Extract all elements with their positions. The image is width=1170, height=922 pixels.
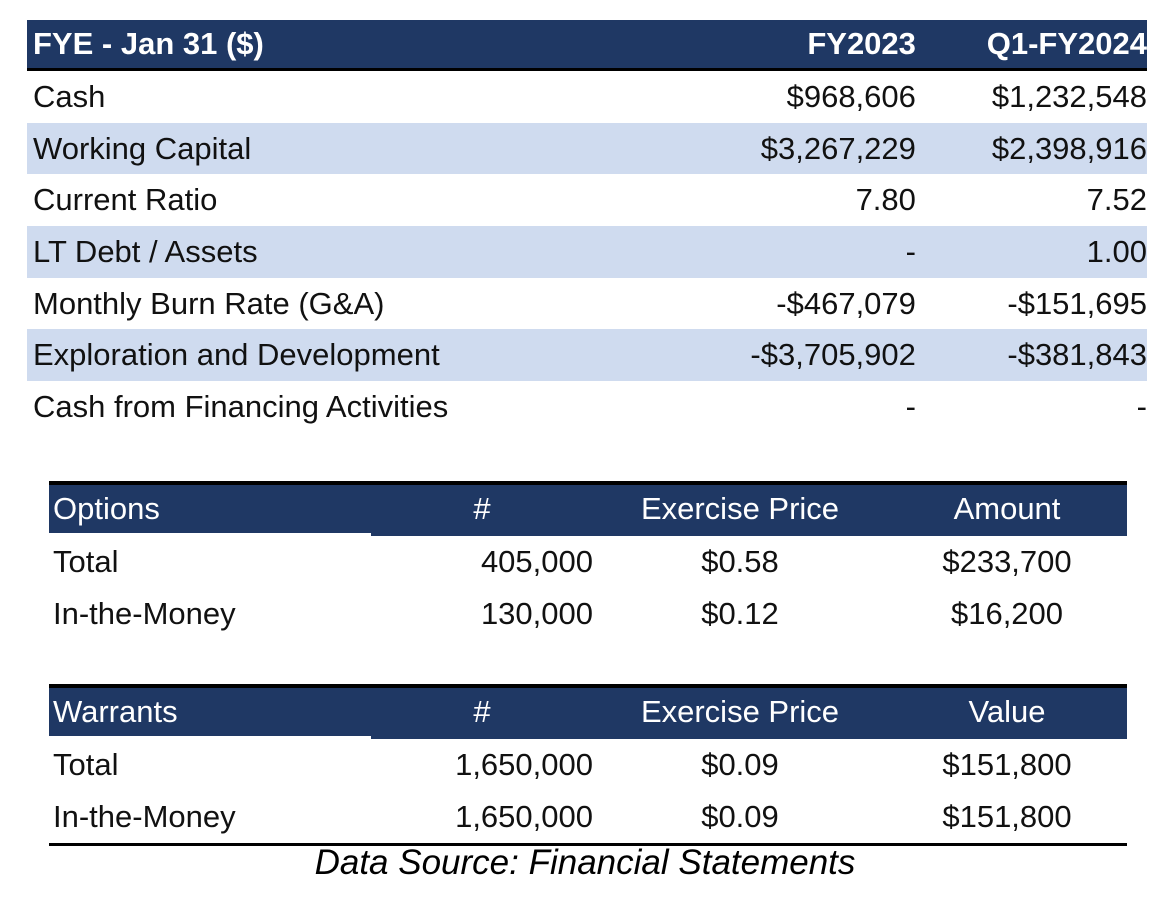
fy2023-value: $968,606 [786, 78, 916, 114]
row-label: In-the-Money [53, 596, 236, 631]
options-header-label: Options [53, 491, 160, 526]
options-header-row: Options # Exercise Price Amount [49, 485, 1127, 533]
table-row: Total 1,650,000 $0.09 $151,800 [49, 739, 1127, 791]
data-source-caption: Data Source: Financial Statements [314, 843, 856, 882]
q1fy2024-value: - [1136, 388, 1147, 424]
q1fy2024-value: -$381,843 [1007, 337, 1147, 373]
table-row: Working Capital $3,267,229 $2,398,916 [27, 122, 1147, 175]
q1fy2024-value: -$151,695 [1007, 285, 1147, 321]
financials-table: FYE - Jan 31 ($) FY2023 Q1-FY2024 Cash $… [27, 20, 1147, 433]
options-header-rule [49, 533, 1127, 536]
row-label: Exploration and Development [33, 337, 440, 373]
fy2023-value: $3,267,229 [760, 130, 916, 166]
price-value: $0.12 [701, 596, 779, 631]
q1fy2024-value: $2,398,916 [991, 130, 1147, 166]
table-row: Exploration and Development -$3,705,902 … [27, 329, 1147, 382]
fy2023-value: - [905, 388, 916, 424]
options-header-price: Exercise Price [640, 491, 840, 526]
count-value: 1,650,000 [455, 799, 593, 834]
financials-header-fy2023: FY2023 [807, 26, 916, 61]
price-value: $0.58 [701, 544, 779, 579]
price-value: $0.09 [701, 799, 779, 834]
financials-header-q1fy2024: Q1-FY2024 [986, 26, 1147, 61]
options-header-count: # [473, 491, 491, 526]
financials-header-label: FYE - Jan 31 ($) [33, 26, 264, 61]
row-label: Current Ratio [33, 182, 218, 218]
table-row: Cash $968,606 $1,232,548 [27, 71, 1147, 123]
warrants-table: Warrants # Exercise Price Value Total 1,… [49, 684, 1127, 846]
row-label: Total [53, 747, 119, 782]
table-row: Total 405,000 $0.58 $233,700 [49, 536, 1127, 588]
warrants-header-count: # [473, 694, 491, 729]
q1fy2024-value: 7.52 [1086, 182, 1147, 218]
fy2023-value: -$467,079 [776, 285, 916, 321]
row-label: Cash [33, 78, 106, 114]
warrants-bottom-rule [49, 843, 1127, 846]
value-value: $151,800 [942, 799, 1072, 834]
row-label: In-the-Money [53, 799, 236, 834]
warrants-header-row: Warrants # Exercise Price Value [49, 688, 1127, 736]
fy2023-value: - [905, 233, 916, 269]
row-label: Total [53, 544, 119, 579]
table-row: Current Ratio 7.80 7.52 [27, 174, 1147, 226]
fy2023-value: 7.80 [855, 182, 916, 218]
warrants-header-rule [49, 736, 1127, 739]
financials-header-row: FYE - Jan 31 ($) FY2023 Q1-FY2024 [27, 20, 1147, 71]
row-label: Cash from Financing Activities [33, 388, 449, 424]
table-row: Monthly Burn Rate (G&A) -$467,079 -$151,… [27, 278, 1147, 330]
count-value: 1,650,000 [455, 747, 593, 782]
amount-value: $16,200 [950, 596, 1064, 631]
q1fy2024-value: $1,232,548 [991, 78, 1147, 114]
options-table: Options # Exercise Price Amount Total 40… [49, 481, 1127, 640]
warrants-header-value: Value [968, 694, 1046, 729]
options-top-rule [49, 481, 1127, 485]
table-row: In-the-Money 130,000 $0.12 $16,200 [49, 588, 1127, 640]
warrants-header-price: Exercise Price [640, 694, 840, 729]
row-label: Monthly Burn Rate (G&A) [33, 285, 385, 321]
table-row: In-the-Money 1,650,000 $0.09 $151,800 [49, 791, 1127, 843]
warrants-header-label: Warrants [53, 694, 178, 729]
table-row: LT Debt / Assets - 1.00 [27, 226, 1147, 278]
fy2023-value: -$3,705,902 [750, 337, 916, 373]
q1fy2024-value: 1.00 [1086, 233, 1147, 269]
count-value: 130,000 [480, 596, 593, 631]
row-label: Working Capital [33, 130, 252, 166]
value-value: $151,800 [942, 747, 1072, 782]
row-label: LT Debt / Assets [33, 233, 258, 269]
price-value: $0.09 [701, 747, 779, 782]
count-value: 405,000 [480, 544, 593, 579]
table-row: Cash from Financing Activities - - [27, 381, 1147, 433]
warrants-top-rule [49, 684, 1127, 688]
amount-value: $233,700 [942, 544, 1072, 579]
options-header-amount: Amount [953, 491, 1061, 526]
